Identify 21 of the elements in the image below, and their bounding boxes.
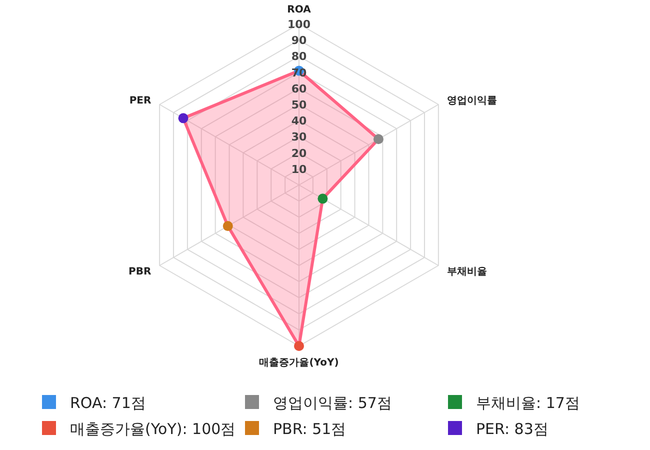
y-tick-label: 80 [291,50,307,64]
y-tick-label: 60 [291,82,307,96]
y-tick-label: 20 [291,146,307,160]
spoke-label: 부채비율 [446,266,487,278]
text: 부채비율: 17점 [476,394,580,412]
y-tick-label: 90 [291,34,307,48]
spoke-label: 영업이익률 [446,96,497,107]
y-tick-label: 40 [291,114,307,128]
y-tick-label: 50 [291,98,307,112]
y-tick-label: 10 [291,162,307,176]
text: PER: 83점 [476,420,548,438]
text: 매출증가율(YoY): 100점 [70,420,236,438]
y-tick-label: 30 [291,130,307,144]
y-tick-label: 100 [288,18,311,31]
spoke-label: PBR [128,266,152,278]
text: ROA: 71점 [70,394,146,412]
spoke-label: ROA [287,4,312,16]
spoke-label: 매출증가율(YoY) [259,358,339,369]
spoke-label: PER [129,96,152,107]
text: PBR: 51점 [273,420,346,438]
text: 영업이익률: 57점 [273,394,392,412]
